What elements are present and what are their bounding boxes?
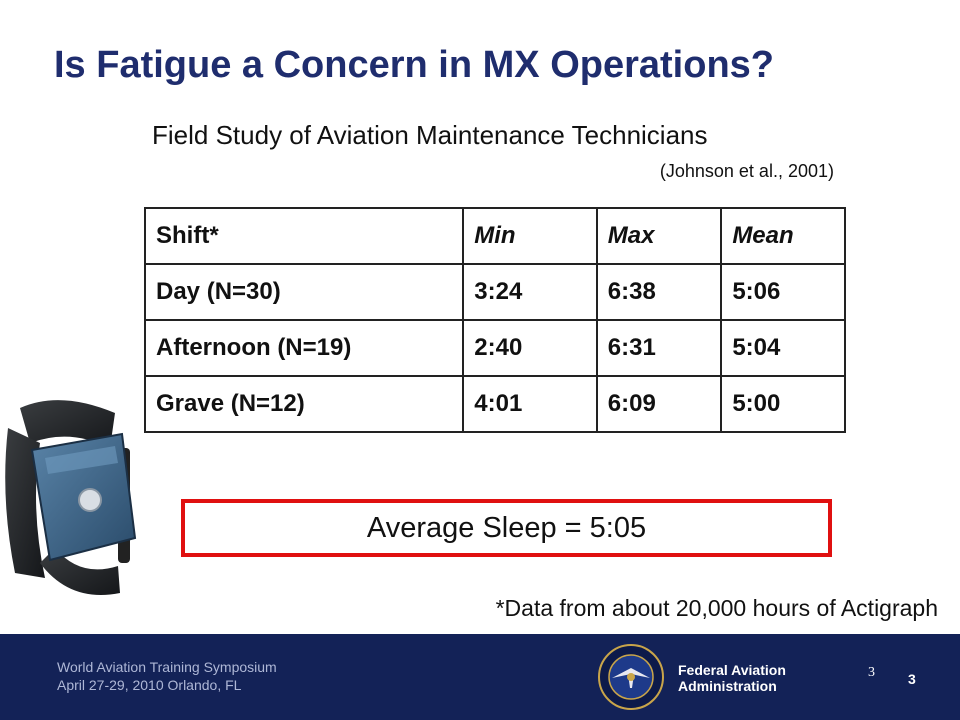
table-header-cell: Shift* [143,207,465,265]
table-row: Afternoon (N=19) 2:40 6:31 5:04 [143,319,846,377]
table-header-cell: Max [595,207,723,265]
table-cell: Afternoon (N=19) [143,319,465,377]
faa-name-line1: Federal Aviation [678,662,786,678]
table-cell: 2:40 [462,319,598,377]
sleep-data-table: Shift* Min Max Mean Day (N=30) 3:24 6:38… [143,207,846,433]
table-row: Day (N=30) 3:24 6:38 5:06 [143,263,846,321]
event-info: World Aviation Training Symposium April … [57,658,277,694]
table-cell: 6:09 [595,375,723,433]
page-number-bold: 3 [908,671,916,687]
slide-title: Is Fatigue a Concern in MX Operations? [54,44,774,86]
faa-name: Federal Aviation Administration [678,662,786,694]
average-sleep-box: Average Sleep = 5:05 [181,499,832,557]
event-date-location: April 27-29, 2010 Orlando, FL [57,677,242,693]
table-cell: 6:38 [595,263,723,321]
citation: (Johnson et al., 2001) [659,161,834,181]
faa-seal-logo [598,644,664,710]
table-header-cell: Mean [720,207,846,265]
footnote: *Data from about 20,000 hours of Actigra… [495,595,938,621]
table-cell: 3:24 [462,263,598,321]
page-number: 3 [868,665,875,680]
footer-bar: World Aviation Training Symposium April … [0,634,960,720]
table-cell: 5:04 [720,319,846,377]
table-cell: 5:06 [720,263,846,321]
actigraph-wristband-image [5,400,137,595]
event-name: World Aviation Training Symposium [57,659,277,675]
table-cell: Day (N=30) [143,263,465,321]
table-header-row: Shift* Min Max Mean [143,207,846,265]
table-cell: 5:00 [720,375,846,433]
table-row: Grave (N=12) 4:01 6:09 5:00 [143,375,846,433]
faa-name-line2: Administration [678,678,777,694]
table-cell: 6:31 [595,319,723,377]
table-cell: 4:01 [462,375,598,433]
slide-subtitle: Field Study of Aviation Maintenance Tech… [152,120,708,150]
table-cell: Grave (N=12) [143,375,465,433]
table-header-cell: Min [462,207,598,265]
